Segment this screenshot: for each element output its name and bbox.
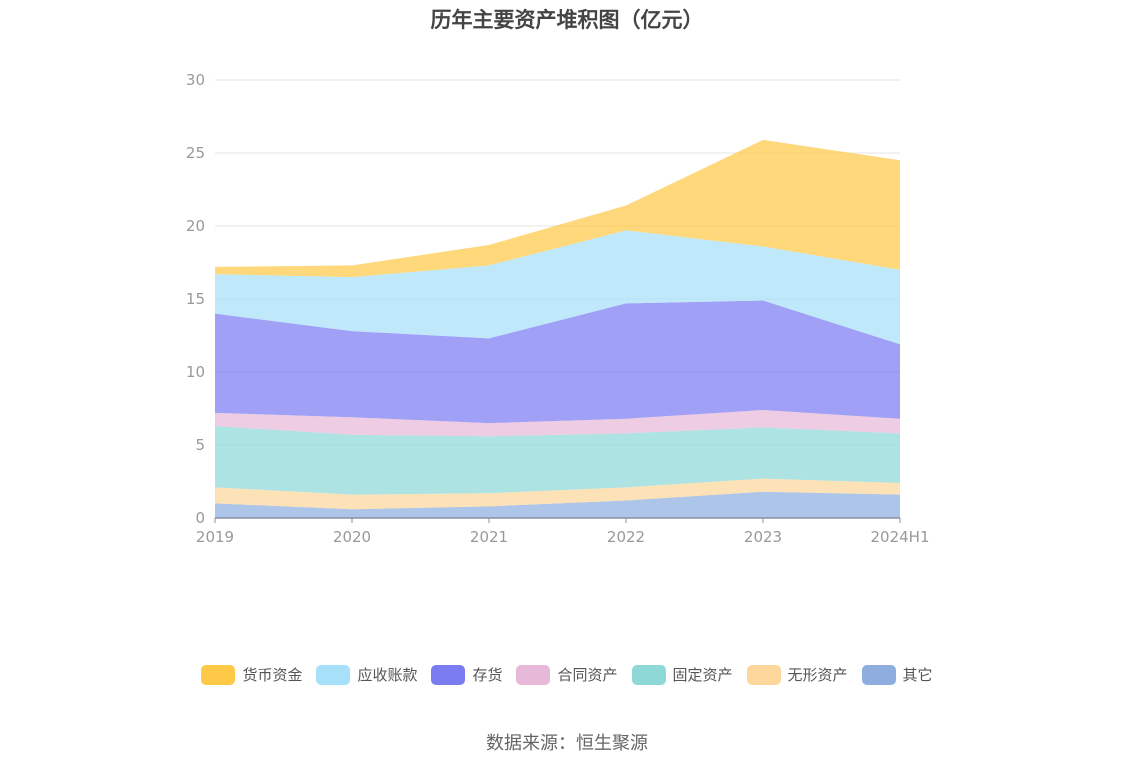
legend: 货币资金 应收账款 存货 合同资产 固定资产 无形资产 其它 (0, 664, 1134, 685)
chart-title: 历年主要资产堆积图（亿元） (430, 8, 704, 32)
legend-item[interactable]: 货币资金 (201, 664, 302, 685)
legend-swatch (861, 664, 896, 685)
legend-label: 合同资产 (557, 666, 618, 684)
area-series-其它 (215, 491, 900, 518)
legend-label: 无形资产 (787, 666, 848, 684)
legend-item[interactable]: 合同资产 (516, 664, 618, 685)
area-series-合同资产 (215, 409, 900, 437)
x-tick-label: 2023 (744, 528, 782, 546)
y-tick-label: 20 (186, 217, 205, 235)
x-tick-label: 2022 (607, 528, 645, 546)
legend-label: 其它 (902, 666, 933, 684)
area-series-无形资产 (215, 478, 900, 510)
x-tick-label: 2024H1 (871, 528, 930, 546)
legend-label: 应收账款 (357, 666, 418, 684)
x-tick-label: 2021 (470, 528, 508, 546)
legend-item[interactable]: 其它 (861, 664, 933, 685)
y-tick-label: 10 (186, 363, 205, 381)
x-tick-label: 2020 (333, 528, 371, 546)
legend-swatch (746, 664, 781, 685)
x-tick-label: 2019 (196, 528, 234, 546)
data-source: 数据来源：恒生聚源 (486, 733, 648, 754)
area-series-货币资金 (215, 139, 900, 278)
y-tick-label: 25 (186, 144, 205, 162)
legend-item[interactable]: 无形资产 (746, 664, 848, 685)
area-series-group (215, 139, 900, 518)
legend-item[interactable]: 存货 (431, 664, 502, 685)
y-tick-label: 15 (186, 290, 205, 308)
legend-swatch (431, 664, 466, 685)
y-tick-label: 5 (195, 436, 205, 454)
legend-item[interactable]: 固定资产 (631, 664, 733, 685)
legend-swatch (631, 664, 666, 685)
legend-swatch (316, 664, 351, 685)
legend-label: 存货 (472, 666, 503, 684)
legend-swatch (201, 664, 236, 685)
y-tick-label: 0 (195, 509, 205, 527)
axes: 2019 2020 2021 2022 2023 2024H1 (196, 517, 930, 546)
area-series-存货 (215, 300, 900, 424)
legend-label: 货币资金 (242, 666, 303, 684)
area-series-应收账款 (215, 230, 900, 345)
area-series-固定资产 (215, 426, 900, 495)
legend-item[interactable]: 应收账款 (316, 664, 417, 685)
y-tick-label: 30 (186, 71, 205, 89)
legend-label: 固定资产 (672, 666, 733, 684)
legend-swatch (516, 664, 551, 685)
